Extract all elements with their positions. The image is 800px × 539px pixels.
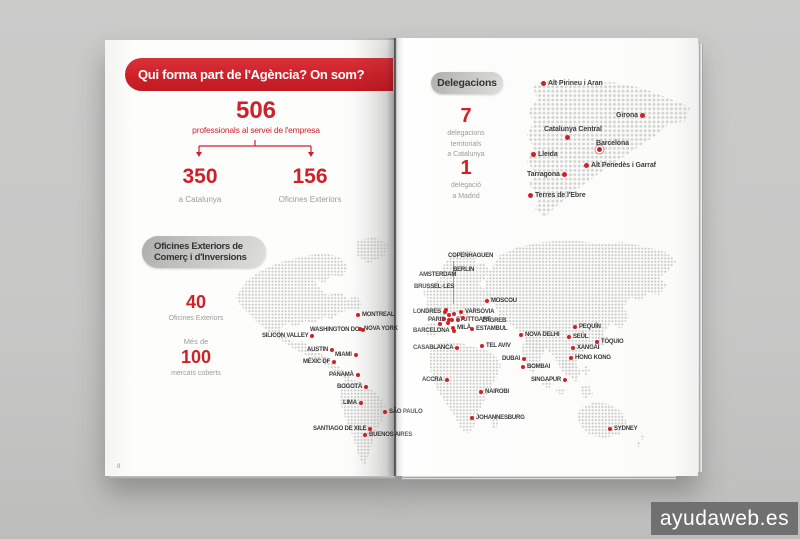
stat-oficines-value: 156: [292, 165, 328, 188]
stat-1-value: 1: [460, 157, 472, 179]
stat-1-label: delegació a Madrid: [451, 182, 481, 200]
island-sumatra: [542, 379, 553, 389]
island-new-zealand-north: [641, 433, 645, 441]
page-number: 8: [117, 464, 121, 470]
continent-indochina: [561, 357, 581, 382]
stat-total-value: 506: [235, 97, 277, 124]
stat-oficines-exteriors: 156 Oficines Exteriors: [260, 166, 360, 205]
island-java: [555, 387, 566, 395]
stat-catalunya-value: 350: [182, 165, 218, 188]
continent-australia: [577, 402, 627, 438]
split-bracket-arrows: [196, 140, 314, 157]
continent-europe: [422, 249, 494, 317]
stat-7-delegacions: 7 delegacions territorials a Catalunya: [436, 106, 496, 161]
stat-total-label: professionals al servei de l'empresa: [192, 125, 320, 135]
continent-iberia: [423, 322, 442, 337]
page-edge-bottom-left: [109, 476, 395, 479]
stat-1-delegacio: 1 delegació a Madrid: [436, 158, 496, 202]
island-borneo: [580, 385, 593, 399]
stat-100-label: mercats coberts: [171, 370, 221, 378]
catalonia-map: [527, 80, 690, 217]
page-stack-edge-right: [698, 44, 703, 472]
island-new-zealand: [636, 439, 641, 449]
continent-south-america: [340, 379, 385, 467]
stat-7-label: delegacions territorials a Catalunya: [447, 130, 485, 158]
page-stack-edge-bottom: [402, 476, 676, 480]
section-banner-delegacions: Delegacions: [431, 72, 503, 94]
title-banner: Qui forma part de l'Agència? On som?: [125, 58, 393, 91]
stat-100-prefix: Més de: [183, 337, 209, 346]
continent-india: [521, 337, 545, 375]
stat-total-professionals: 506 professionals al servei de l'empresa: [181, 99, 331, 136]
watermark: ayudaweb.es: [651, 502, 798, 535]
stat-oficines-label: Oficines Exteriors: [278, 195, 342, 204]
stat-catalunya: 350 a Catalunya: [150, 166, 250, 205]
stat-40-offices: 40 Oficines Exteriors: [146, 293, 246, 324]
stat-100-value: 100: [180, 347, 212, 368]
page-title: Qui forma part de l'Agència? On som?: [138, 67, 365, 82]
continent-asia: [484, 240, 676, 377]
island-philippines: [582, 365, 590, 377]
stat-100-markets: Més de 100 mercats coberts: [146, 337, 246, 379]
stat-40-label: Oficines Exteriors: [168, 315, 224, 322]
stat-7-value: 7: [460, 105, 472, 127]
continent-madagascar: [490, 414, 499, 430]
section-banner-oficines: Oficines Exteriors de Comerç i d'Inversi…: [142, 236, 266, 268]
world-map: [236, 237, 676, 467]
continent-greenland: [356, 237, 390, 263]
continent-africa: [429, 341, 501, 434]
stat-40-value: 40: [185, 292, 207, 312]
continent-north-america: [236, 253, 362, 381]
stat-catalunya-label: a Catalunya: [178, 195, 222, 204]
